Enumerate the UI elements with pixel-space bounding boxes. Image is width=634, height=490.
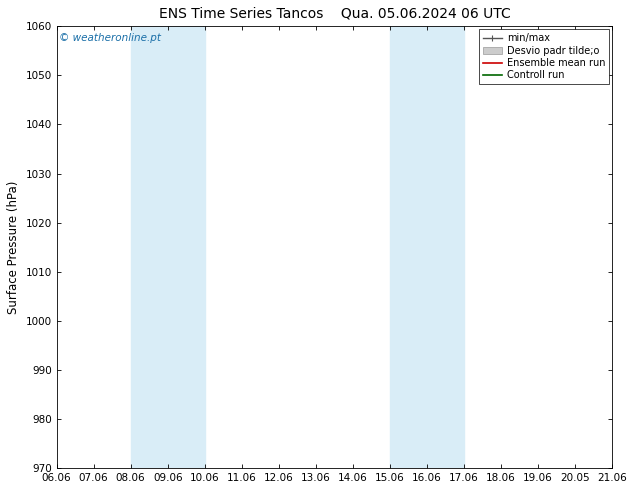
Text: © weatheronline.pt: © weatheronline.pt bbox=[60, 33, 162, 43]
Bar bbox=[131, 26, 205, 468]
Bar bbox=[390, 26, 464, 468]
Y-axis label: Surface Pressure (hPa): Surface Pressure (hPa) bbox=[7, 180, 20, 314]
Legend: min/max, Desvio padr tilde;o, Ensemble mean run, Controll run: min/max, Desvio padr tilde;o, Ensemble m… bbox=[479, 29, 609, 84]
Title: ENS Time Series Tancos    Qua. 05.06.2024 06 UTC: ENS Time Series Tancos Qua. 05.06.2024 0… bbox=[158, 7, 510, 21]
